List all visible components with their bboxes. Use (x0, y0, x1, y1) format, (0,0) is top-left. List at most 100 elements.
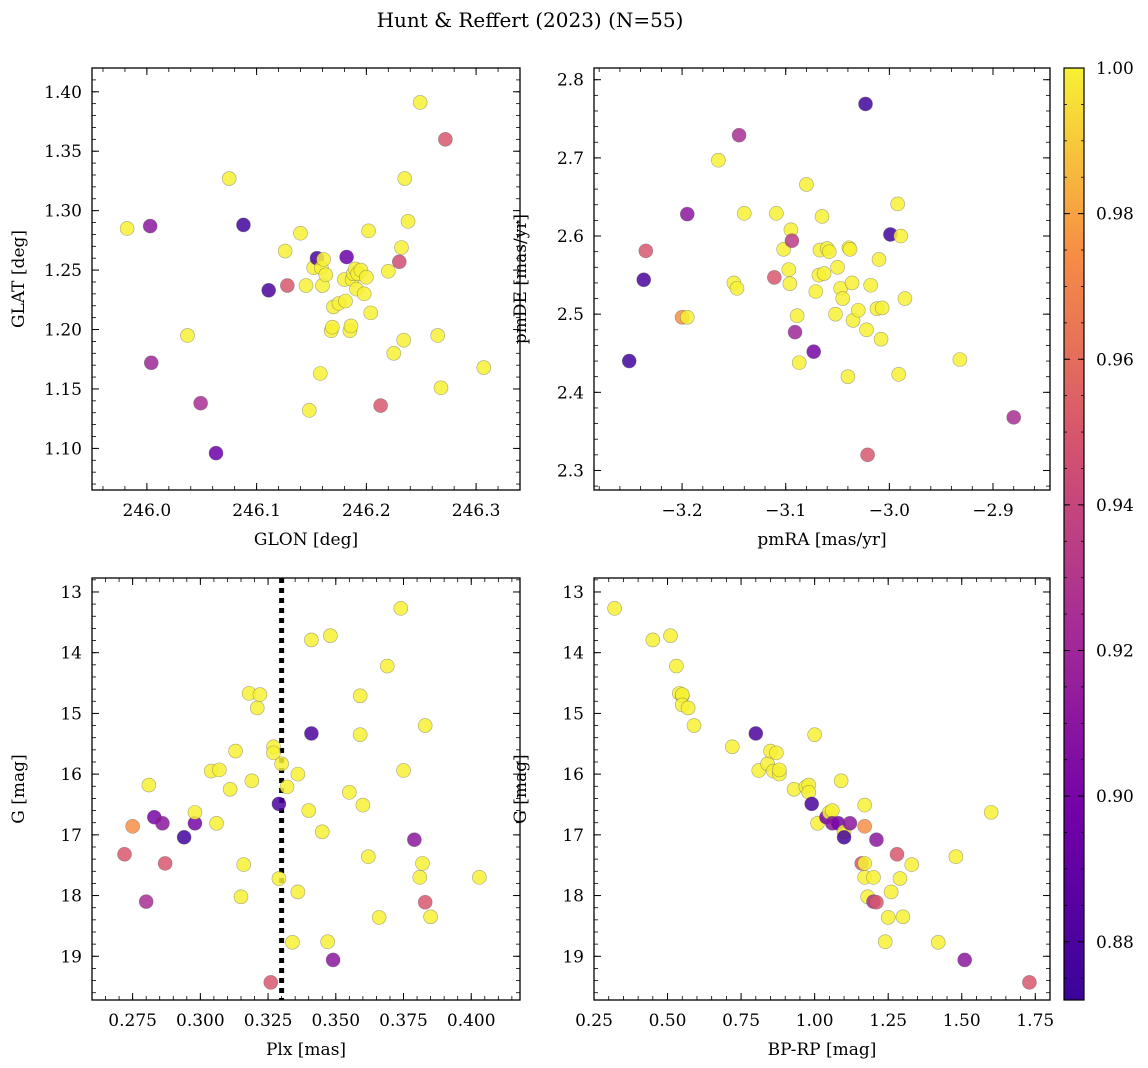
scatter-point (396, 763, 411, 778)
scatter-point (804, 796, 820, 812)
x-axis: 246.0 246.1 246.2 246.3 (102, 68, 521, 521)
scatter-point (209, 816, 224, 831)
scatter-point (869, 894, 884, 910)
x-tick-label: 0.275 (108, 1011, 157, 1031)
scatter-point (636, 272, 652, 288)
scatter-point (352, 688, 368, 704)
scatter-point (263, 975, 279, 990)
scatter-point (193, 395, 208, 411)
scatter-point (142, 218, 158, 234)
scatter-point (143, 355, 159, 371)
colorbar-tick-label: 0.94 (1096, 496, 1134, 516)
scatter-point (343, 318, 359, 334)
scatter-point (361, 849, 376, 865)
scatter-point (814, 209, 830, 224)
y-axis-label: G [mag] (9, 754, 29, 823)
scatter-point (669, 658, 684, 674)
colorbar-gradient (1063, 67, 1085, 1001)
scatter-point (318, 267, 334, 283)
scatter-point (157, 856, 173, 871)
scatter-point (386, 345, 402, 361)
x-axis: −3.2 −3.1 −3.0 −2.9 (598, 68, 1035, 521)
y-tick-label: 16 (60, 765, 82, 785)
y-tick-label: 1.15 (44, 380, 82, 400)
axes-frame (593, 577, 1051, 1001)
scatter-point (280, 278, 295, 293)
scatter-point (769, 206, 784, 221)
scatter-point (356, 286, 372, 302)
scatter-point (860, 447, 875, 463)
scatter-point (141, 777, 157, 793)
scatter-point (808, 284, 824, 299)
y-tick-label: 2.5 (557, 305, 584, 325)
y-tick-label: 18 (562, 887, 584, 907)
scatter-point (352, 727, 368, 742)
y-tick-label: 2.3 (557, 461, 584, 481)
scatter-point (767, 270, 782, 285)
scatter-point (415, 856, 430, 871)
scatter-point (858, 96, 873, 112)
y-tick-label: 14 (562, 644, 584, 664)
scatter-point (342, 785, 357, 800)
y-axis: 13 14 15 16 17 18 19 (60, 579, 520, 994)
subplot-plx-g: 0.275 0.300 0.325 0.350 0.375 0.400 13 14 15 16 17… (9, 577, 521, 1060)
scatter-point (840, 369, 856, 384)
scatter-point (857, 797, 872, 813)
scatter-point (438, 132, 453, 147)
y-tick-label: 18 (60, 887, 82, 907)
scatter-point (892, 871, 908, 886)
scatter-point (729, 281, 745, 296)
scatter-point (298, 278, 314, 293)
scatter-point (417, 894, 433, 910)
scatter-point (138, 894, 154, 909)
scatter-point (731, 127, 747, 143)
scatter-point (679, 206, 695, 222)
scatter-point (472, 870, 487, 885)
scatter-point (290, 884, 306, 900)
x-axis-label: pmRA [mas/yr] (757, 530, 886, 550)
scatter-point (877, 934, 893, 950)
x-tick-label: 1.75 (1016, 1011, 1054, 1031)
scatter-point (806, 344, 822, 359)
scatter-point (869, 832, 884, 848)
scatter-point (314, 824, 330, 840)
scatter-point (117, 846, 132, 862)
scatter-point (880, 910, 896, 925)
scatter-point (711, 152, 726, 168)
y-tick-label: 1.35 (44, 142, 82, 162)
scatter-point (412, 95, 428, 110)
scatter-point (228, 743, 243, 759)
colorbar-tick-label: 0.98 (1096, 205, 1134, 225)
scatter-point (338, 293, 353, 309)
scatter-point (293, 225, 308, 241)
colorbar-tick-label: 0.96 (1096, 350, 1134, 370)
subplot-pmra-pmde: −3.2 −3.1 −3.0 −2.9 2.3 2.4 2.5 2.6 2.7 2.8 pmRA [… (511, 67, 1051, 550)
scatter-point (301, 403, 317, 418)
scatter-point (769, 745, 784, 761)
scatter-point (323, 628, 338, 643)
scatter-points (621, 96, 1022, 463)
scatter-point (236, 857, 251, 872)
scatter-point (889, 846, 905, 862)
scatter-point (304, 632, 319, 648)
scatter-point (833, 773, 849, 789)
scatter-point (394, 240, 409, 255)
scatter-point (271, 871, 287, 886)
axes-frame (593, 67, 1051, 491)
scatter-point (407, 832, 422, 848)
y-tick-label: 1.30 (44, 202, 82, 222)
scatter-point (824, 803, 840, 818)
x-tick-label: 1.00 (796, 1011, 834, 1031)
scatter-point (261, 282, 276, 298)
scatter-point (180, 328, 195, 343)
colorbar-tick-label: 1.00 (1096, 59, 1134, 79)
y-tick-label: 2.7 (557, 149, 584, 169)
scatter-point (607, 601, 622, 616)
scatter-point (895, 909, 911, 925)
scatter-point (821, 244, 837, 259)
scatter-point (361, 223, 376, 239)
scatter-point (316, 252, 331, 267)
scatter-point (176, 829, 192, 845)
scatter-point (320, 934, 335, 950)
